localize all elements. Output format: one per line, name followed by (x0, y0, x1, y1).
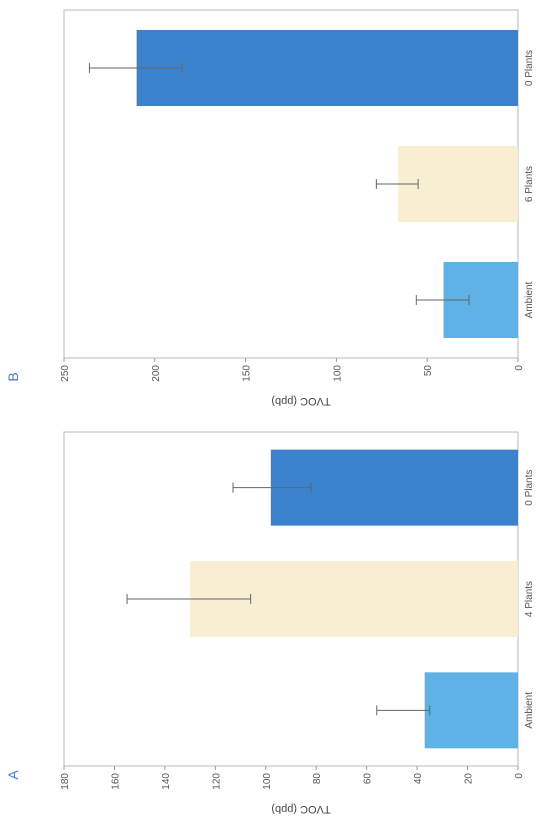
chart-b-ytick-label: 250 (60, 365, 71, 382)
chart-b-bar-0-plants (136, 30, 518, 106)
chart-a-category-label: 4 Plants (524, 581, 535, 617)
chart-a-ytick-label: 180 (60, 773, 71, 790)
chart-a-ytick-label: 60 (363, 773, 374, 785)
chart-b-ytick-label: 50 (423, 365, 434, 377)
chart-b-category-label: Ambient (524, 281, 535, 318)
chart-a: A 0 20 40 60 80 100 120 140 160 180 TVOC (ppb) 0 Pla… (5, 431, 535, 815)
chart-a-ytick-label: 80 (312, 773, 323, 785)
chart-b-category-label: 0 Plants (524, 50, 535, 86)
chart-a-panel-label: A (5, 770, 21, 780)
chart-a-category-label: 0 Plants (524, 470, 535, 506)
chart-a-ytick-label: 20 (464, 773, 475, 785)
chart-b-panel-label: B (5, 372, 21, 381)
chart-b-ytick-label: 0 (514, 365, 525, 371)
chart-a-ytick-label: 120 (211, 773, 222, 790)
chart-b-ylabel: TVOC (ppb) (271, 395, 330, 407)
chart-b-ytick-label: 200 (151, 365, 162, 382)
chart-b: B 0 50 100 150 200 250 TVOC (ppb) 0 Plants 6 Plan… (5, 9, 535, 407)
chart-b-ytick-label: 100 (332, 365, 343, 382)
chart-b-category-label: 6 Plants (524, 166, 535, 202)
chart-a-ytick-label: 160 (110, 773, 121, 790)
chart-a-ytick-label: 0 (514, 773, 525, 779)
chart-b-ytick-label: 150 (242, 365, 253, 382)
chart-a-ytick-label: 40 (413, 773, 424, 785)
chart-a-ytick-label: 100 (262, 773, 273, 790)
chart-a-ylabel: TVOC (ppb) (271, 803, 330, 815)
chart-a-category-label: Ambient (524, 692, 535, 729)
chart-a-bar-0-plants (270, 449, 518, 526)
chart-a-bar-ambient (424, 672, 518, 749)
chart-a-ytick-label: 140 (161, 773, 172, 790)
